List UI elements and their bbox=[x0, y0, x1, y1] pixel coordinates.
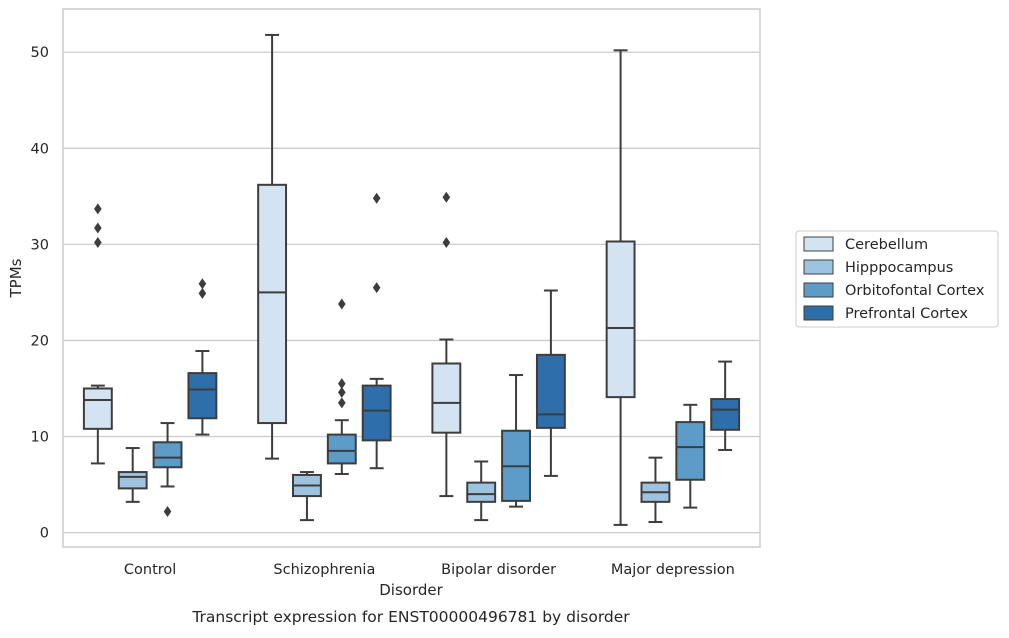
outlier-point bbox=[372, 282, 381, 294]
x-tick-label: Bipolar disorder bbox=[441, 562, 556, 578]
box-iqr bbox=[326, 433, 357, 465]
outlier-point bbox=[94, 236, 102, 248]
legend-swatch bbox=[803, 282, 834, 298]
box-group bbox=[535, 289, 566, 477]
outlier-point bbox=[338, 298, 346, 310]
box-group bbox=[501, 374, 531, 508]
y-tick-labels: 0 10 20 30 40 50 bbox=[31, 45, 49, 541]
plot-frame bbox=[62, 8, 761, 548]
outlier-point bbox=[442, 191, 451, 203]
box-iqr bbox=[82, 387, 113, 430]
gridlines bbox=[63, 51, 760, 534]
legend-label: Prefrontal Cortex bbox=[845, 306, 968, 322]
y-tick-label: 40 bbox=[31, 141, 49, 157]
y-tick-label: 20 bbox=[31, 333, 49, 349]
box-group bbox=[152, 422, 183, 517]
x-tick-label: Control bbox=[124, 562, 176, 578]
outlier-point bbox=[338, 378, 346, 390]
outlier-point bbox=[94, 222, 102, 234]
y-tick-label: 30 bbox=[31, 237, 49, 253]
outlier-point bbox=[338, 386, 346, 398]
legend-swatch bbox=[803, 236, 834, 252]
box-group bbox=[187, 278, 218, 436]
outlier-point bbox=[163, 505, 172, 517]
outlier-point bbox=[198, 278, 207, 290]
box-group bbox=[326, 298, 357, 475]
box-group bbox=[292, 471, 322, 522]
box-group bbox=[431, 191, 462, 498]
box-iqr bbox=[361, 384, 392, 442]
legend-swatch bbox=[803, 305, 834, 321]
box-group bbox=[605, 49, 636, 526]
box-iqr bbox=[257, 183, 288, 425]
outlier-point bbox=[338, 397, 346, 409]
y-tick-label: 50 bbox=[31, 45, 49, 61]
box-group bbox=[640, 456, 671, 524]
outlier-point bbox=[198, 287, 207, 299]
legend-label: Hipppocampus bbox=[845, 260, 953, 276]
legend-frame bbox=[795, 230, 999, 328]
box-iqr bbox=[605, 240, 636, 399]
y-tick-label: 0 bbox=[40, 526, 49, 542]
x-tick-label: Major depression bbox=[611, 562, 735, 578]
x-tick-label: Schizophrenia bbox=[273, 562, 375, 578]
outlier-point bbox=[442, 236, 451, 248]
box-iqr bbox=[431, 362, 462, 434]
legend-swatch bbox=[803, 259, 834, 275]
legend-item: Prefrontal Cortex bbox=[803, 305, 968, 322]
box-iqr bbox=[117, 471, 148, 490]
box-group bbox=[361, 192, 392, 470]
box-iqr bbox=[675, 421, 706, 481]
x-tick-labels: Control Schizophrenia Bipolar disorder Majo… bbox=[124, 562, 735, 578]
box-group bbox=[466, 460, 497, 522]
box-iqr bbox=[710, 398, 741, 431]
legend-item: Orbitofontal Cortex bbox=[803, 282, 985, 299]
box-iqr bbox=[152, 441, 183, 469]
y-tick-label: 10 bbox=[31, 430, 49, 446]
box-iqr bbox=[187, 372, 218, 420]
outlier-point bbox=[372, 192, 381, 204]
box-groups bbox=[82, 33, 741, 526]
y-axis-label: TPMs bbox=[7, 258, 25, 298]
legend-label: Orbitofontal Cortex bbox=[845, 283, 985, 299]
box-group bbox=[117, 447, 148, 503]
box-group bbox=[710, 360, 741, 451]
legend-item: Cerebellum bbox=[803, 236, 928, 253]
box-group bbox=[675, 403, 706, 509]
box-iqr bbox=[466, 481, 497, 503]
legend: Cerebellum Hipppocampus Orbitofontal Corte… bbox=[795, 230, 999, 328]
x-axis-label: Disorder bbox=[379, 581, 443, 599]
box-group bbox=[257, 33, 288, 460]
legend-item: Hipppocampus bbox=[803, 259, 953, 276]
box-group bbox=[82, 203, 113, 465]
chart-caption: Transcript expression for ENST0000049678… bbox=[191, 608, 630, 626]
outlier-point bbox=[94, 203, 102, 215]
box-iqr bbox=[535, 353, 566, 429]
legend-label: Cerebellum bbox=[845, 237, 928, 253]
